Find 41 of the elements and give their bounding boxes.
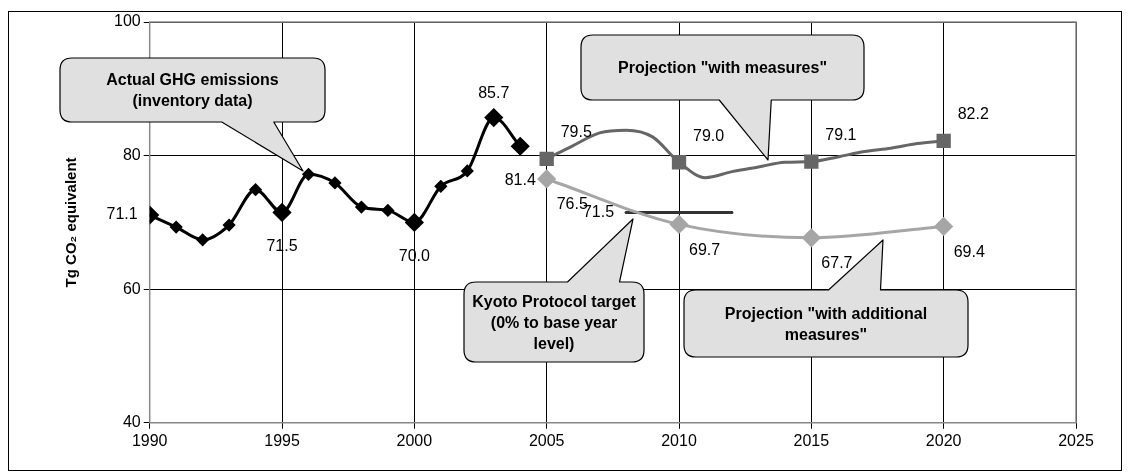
point [461,164,474,177]
annotation: Projection "with measures" [617,58,828,78]
point [302,168,315,181]
x-tick-label: 2005 [528,431,565,449]
y-tick-label: 100 [113,12,141,30]
data-label: 79.1 [825,126,857,144]
point [670,215,689,234]
point [381,204,394,217]
x-tick-label: 2010 [661,431,697,449]
annotation: Projection "with additional measures" [723,303,929,345]
annotation: Kyoto Protocol target (0% to base year level) [472,291,636,354]
y-tick-label: 80 [122,146,141,164]
point [934,217,953,236]
x-tick-label: 1995 [264,431,300,449]
x-tick-label: 2020 [925,431,962,449]
point [355,201,368,214]
point [170,221,183,234]
y-axis-title: Tg CO₂ equivalent [62,157,80,288]
data-label: 69.7 [689,240,721,258]
annotation: Actual GHG emissions (inventory data) [105,70,280,111]
x-tick-label: 2000 [396,431,433,449]
y-tick-label: 60 [122,279,141,297]
x-tick-label: 2015 [793,431,830,449]
y-tick-label: 40 [122,413,141,431]
point [802,228,821,247]
point [328,176,341,189]
x-tick-label: 2025 [1058,431,1094,449]
data-label: 71.1 [106,205,138,223]
data-label: 85.7 [478,83,510,101]
x-tick-label: 1990 [131,431,168,449]
point [434,180,447,193]
data-label: 69.4 [953,242,985,260]
point [196,233,209,246]
data-label: 79.5 [560,123,592,141]
data-label: 81.4 [504,170,536,188]
point [223,219,236,232]
point [249,183,262,196]
data-label: 67.7 [821,254,853,272]
data-label: 79.0 [693,126,725,144]
data-label: 82.2 [957,105,989,123]
point [537,169,556,188]
